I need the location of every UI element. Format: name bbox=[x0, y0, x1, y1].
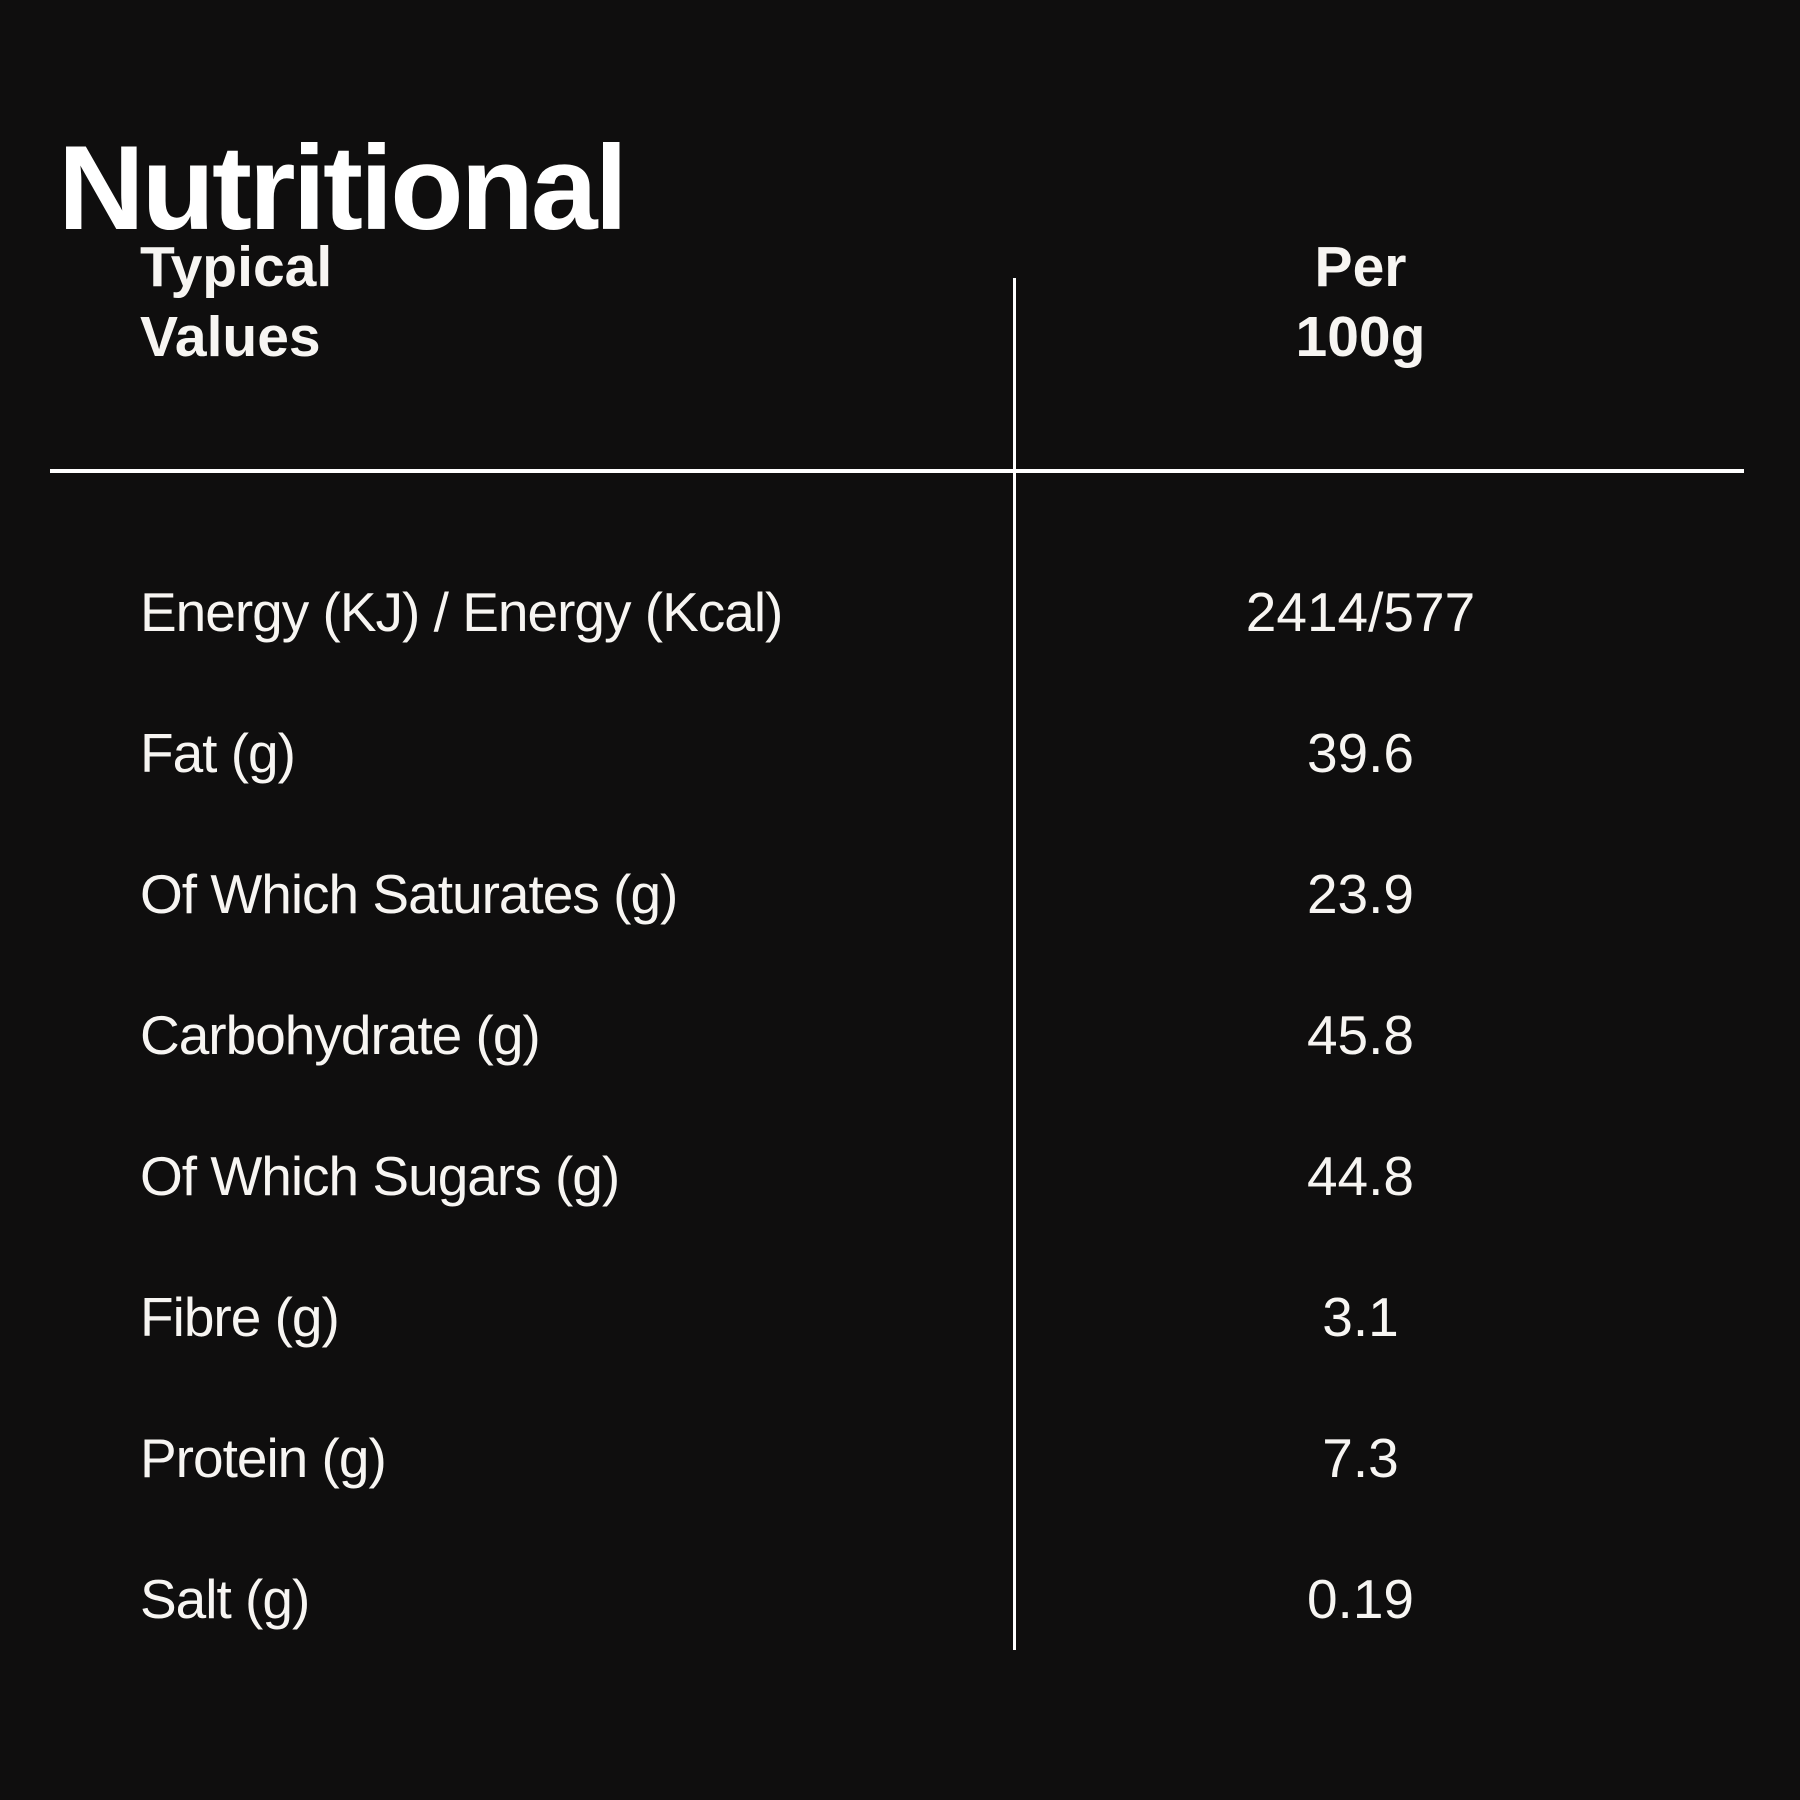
header-typical-line2: Values bbox=[140, 305, 321, 369]
table-row: Salt (g) 0.19 bbox=[0, 1528, 1747, 1669]
table-row: Energy (KJ) / Energy (Kcal) 2414/577 bbox=[0, 541, 1747, 682]
header-per-line1: Per bbox=[1314, 235, 1407, 299]
row-value: 3.1 bbox=[1322, 1285, 1399, 1348]
row-label: Protein (g) bbox=[140, 1426, 387, 1489]
row-label: Salt (g) bbox=[140, 1567, 310, 1630]
row-value: 23.9 bbox=[1306, 862, 1415, 925]
table-row: Carbohydrate (g) 45.8 bbox=[0, 964, 1747, 1105]
table-row: Fibre (g) 3.1 bbox=[0, 1246, 1747, 1387]
table-row: Of Which Saturates (g) 23.9 bbox=[0, 823, 1747, 964]
row-value: 0.19 bbox=[1306, 1567, 1415, 1630]
header-per-100g: Per 100g bbox=[1014, 232, 1747, 372]
row-value: 2414/577 bbox=[1245, 580, 1476, 643]
page-title: Nutritional bbox=[58, 121, 628, 256]
row-label: Of Which Sugars (g) bbox=[140, 1144, 620, 1207]
header-typical-values: Typical Values bbox=[0, 232, 1014, 372]
table-header: Typical Values Per 100g bbox=[0, 232, 1747, 372]
row-label: Fat (g) bbox=[140, 721, 296, 784]
header-typical-line1: Typical bbox=[140, 235, 333, 299]
row-value: 7.3 bbox=[1322, 1426, 1399, 1489]
row-value: 44.8 bbox=[1306, 1144, 1415, 1207]
row-label: Energy (KJ) / Energy (Kcal) bbox=[140, 580, 783, 643]
row-value: 39.6 bbox=[1306, 721, 1415, 784]
row-label: Carbohydrate (g) bbox=[140, 1003, 541, 1066]
table-row: Protein (g) 7.3 bbox=[0, 1387, 1747, 1528]
table-body: Energy (KJ) / Energy (Kcal) 2414/577 Fat… bbox=[0, 541, 1747, 1669]
table-row: Of Which Sugars (g) 44.8 bbox=[0, 1105, 1747, 1246]
row-value: 45.8 bbox=[1306, 1003, 1415, 1066]
row-label: Fibre (g) bbox=[140, 1285, 340, 1348]
column-divider-line bbox=[1013, 278, 1016, 1650]
header-divider-line bbox=[50, 469, 1744, 473]
header-per-line2: 100g bbox=[1295, 305, 1426, 369]
table-row: Fat (g) 39.6 bbox=[0, 682, 1747, 823]
row-label: Of Which Saturates (g) bbox=[140, 862, 678, 925]
